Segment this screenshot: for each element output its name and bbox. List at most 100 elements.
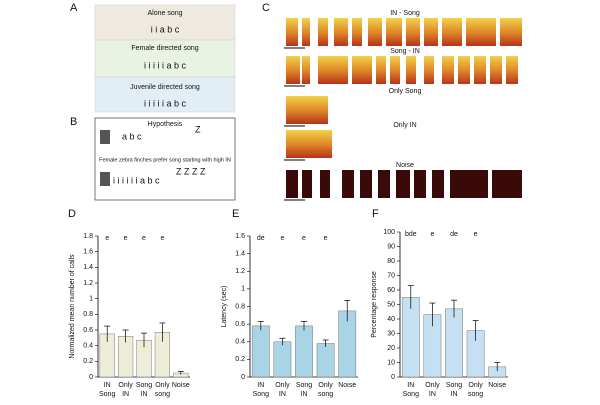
spectrogram <box>450 170 488 198</box>
panel-letter: A <box>70 2 78 14</box>
song: i i i i i a b c <box>144 98 187 108</box>
bar <box>251 325 270 378</box>
song: i i i i i i a b c <box>113 175 160 185</box>
song: a b c <box>122 131 142 141</box>
spectrogram <box>474 56 486 84</box>
y-tick-label: 60 <box>387 287 395 294</box>
spectrograms: IN - Song Song - IN Only Song Only IN Noise <box>284 10 522 201</box>
panel-a-box <box>94 39 236 78</box>
spectrogram <box>376 56 386 84</box>
spectrogram <box>506 56 518 84</box>
row-label: Only Song <box>389 88 422 95</box>
significance-letter: e <box>105 235 109 242</box>
bar <box>316 343 335 378</box>
x-tick-label: Song <box>446 382 462 389</box>
x-tick-label: IN <box>141 391 148 398</box>
y-tick-label: 1.4 <box>235 250 245 257</box>
y-axis-label: Percentage response <box>371 271 378 338</box>
spectrogram <box>286 170 298 198</box>
y-tick-label: 100 <box>383 229 395 236</box>
panel-letter: F <box>372 208 379 220</box>
panel-b-box <box>94 117 236 201</box>
y-tick-label: 70 <box>387 272 395 279</box>
spectrogram <box>442 56 454 84</box>
row-label: Song - IN <box>390 48 420 55</box>
spectrogram <box>286 18 298 46</box>
bar <box>445 308 463 378</box>
song: i i a b c <box>151 24 180 34</box>
spectrogram <box>352 18 362 46</box>
row-label: Only IN <box>393 122 416 129</box>
panel-letter: C <box>262 2 270 14</box>
panel-a-box <box>94 76 236 113</box>
x-tick-label: Song <box>136 382 152 389</box>
panel-letter: D <box>68 208 76 220</box>
spectrogram <box>490 56 502 84</box>
x-tick-label: Song <box>403 391 419 398</box>
significance-letter: e <box>142 235 146 242</box>
x-tick-label: Song <box>296 382 312 389</box>
spectrogram <box>334 18 348 46</box>
x-tick-label: song <box>155 391 170 398</box>
spectrogram <box>432 170 444 198</box>
song: i i i i i a b c <box>144 60 187 70</box>
row-label: Noise <box>396 162 414 169</box>
x-tick-label: IN <box>429 391 436 398</box>
y-tick-label: 40 <box>387 316 395 323</box>
statement: Female zebra finches prefer song startin… <box>99 157 231 163</box>
spectrogram <box>390 56 400 84</box>
spectrogram <box>302 56 310 84</box>
x-tick-label: IN <box>301 391 308 398</box>
speaker <box>100 172 110 186</box>
significance-letter: e <box>160 235 164 242</box>
y-tick-label: 0.2 <box>235 356 245 363</box>
x-tick-label: Song <box>253 391 269 398</box>
y-tick-label: 1.2 <box>83 280 93 287</box>
significance-letter: e <box>280 235 284 242</box>
panel-letter: B <box>70 116 77 128</box>
spectrogram <box>458 56 470 84</box>
y-tick-label: 1.6 <box>235 233 245 240</box>
spectrogram <box>424 18 438 46</box>
spectrogram <box>406 18 420 46</box>
y-axis-label: Latency (sec) <box>221 285 228 327</box>
x-tick-label: IN <box>122 391 129 398</box>
significance-letter: de <box>450 231 458 238</box>
y-axis-label: Normalized mean number of calls <box>69 254 76 359</box>
spectrogram <box>286 56 300 84</box>
x-tick-label: Only <box>118 382 133 389</box>
x-tick-label: IN <box>279 391 286 398</box>
spectrogram <box>386 18 402 46</box>
y-tick-label: 1.2 <box>235 268 245 275</box>
x-tick-label: Only <box>318 382 333 389</box>
x-tick-label: song <box>468 391 483 398</box>
spectrogram <box>378 170 390 198</box>
spectrogram <box>342 170 354 198</box>
spectrogram <box>320 170 330 198</box>
x-tick-label: IN <box>257 382 264 389</box>
spectrogram <box>302 170 312 198</box>
row-label: IN - Song <box>390 10 420 17</box>
spectrogram <box>414 170 426 198</box>
bar <box>273 341 292 378</box>
x-tick-label: Noise <box>488 382 506 389</box>
x-tick-label: song <box>318 391 333 398</box>
y-tick-label: 0.8 <box>83 311 93 318</box>
x-tick-label: Only <box>155 382 170 389</box>
spectrogram <box>286 96 328 124</box>
spectrogram <box>396 170 410 198</box>
spectrogram <box>368 18 382 46</box>
spectrogram <box>492 170 522 198</box>
significance-letter: e <box>430 231 434 238</box>
hypothesis-title: Hypothesis <box>148 121 183 128</box>
y-tick-label: 1.4 <box>83 264 93 271</box>
y-tick-label: 50 <box>387 301 395 308</box>
y-tick-label: 80 <box>387 258 395 265</box>
significance-letter: e <box>474 231 478 238</box>
panel-letter: E <box>232 208 239 220</box>
y-tick-label: 10 <box>387 359 395 366</box>
y-tick-label: 0.4 <box>83 343 93 350</box>
x-tick-label: Noise <box>172 382 190 389</box>
panel-a-box <box>94 4 236 41</box>
